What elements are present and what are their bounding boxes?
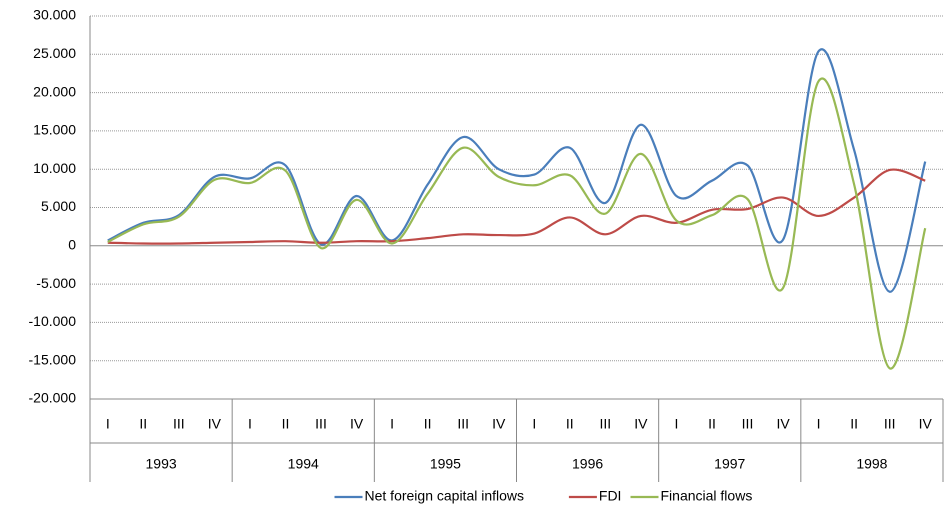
x-tick-label: IV	[919, 416, 933, 432]
x-tick-label: III	[315, 416, 327, 432]
y-tick-label: -10.000	[29, 313, 77, 329]
series-line	[107, 77, 927, 370]
year-label: 1996	[572, 456, 603, 472]
legend-label: FDI	[599, 488, 622, 504]
y-tick-label: 30.000	[33, 7, 76, 23]
x-tick-label: IV	[208, 416, 222, 432]
x-tick-label: I	[674, 416, 678, 432]
x-tick-label: III	[742, 416, 754, 432]
y-tick-label: -5.000	[36, 275, 76, 291]
x-tick-label: I	[817, 416, 821, 432]
year-label: 1994	[288, 456, 319, 472]
y-tick-label: 25.000	[33, 45, 76, 61]
x-tick-label: IV	[634, 416, 648, 432]
x-tick-label: III	[884, 416, 896, 432]
series-line	[107, 48, 927, 293]
x-tick-label: IV	[776, 416, 790, 432]
x-tick-label: II	[850, 416, 858, 432]
x-tick-label: II	[424, 416, 432, 432]
x-tick-label: I	[390, 416, 394, 432]
y-tick-label: 10.000	[33, 160, 76, 176]
y-tick-label: -20.000	[29, 390, 77, 406]
x-tick-label: I	[106, 416, 110, 432]
year-label: 1997	[714, 456, 745, 472]
x-tick-label: IV	[350, 416, 364, 432]
year-label: 1993	[146, 456, 177, 472]
x-tick-label: III	[173, 416, 185, 432]
year-label: 1998	[856, 456, 887, 472]
x-tick-label: III	[600, 416, 612, 432]
y-tick-label: 0	[68, 237, 76, 253]
x-tick-label: III	[457, 416, 469, 432]
x-tick-label: II	[282, 416, 290, 432]
legend-label: Net foreign capital inflows	[365, 488, 525, 504]
x-tick-label: II	[566, 416, 574, 432]
y-tick-label: 5.000	[41, 198, 76, 214]
legend-label: Financial flows	[661, 488, 753, 504]
y-tick-label: 15.000	[33, 122, 76, 138]
x-tick-label: II	[139, 416, 147, 432]
x-tick-label: II	[708, 416, 716, 432]
x-tick-label: IV	[492, 416, 506, 432]
series-line	[107, 168, 926, 245]
year-label: 1995	[430, 456, 461, 472]
x-tick-label: I	[532, 416, 536, 432]
x-tick-label: I	[248, 416, 252, 432]
y-tick-label: 20.000	[33, 83, 76, 99]
y-tick-label: -15.000	[29, 351, 77, 367]
